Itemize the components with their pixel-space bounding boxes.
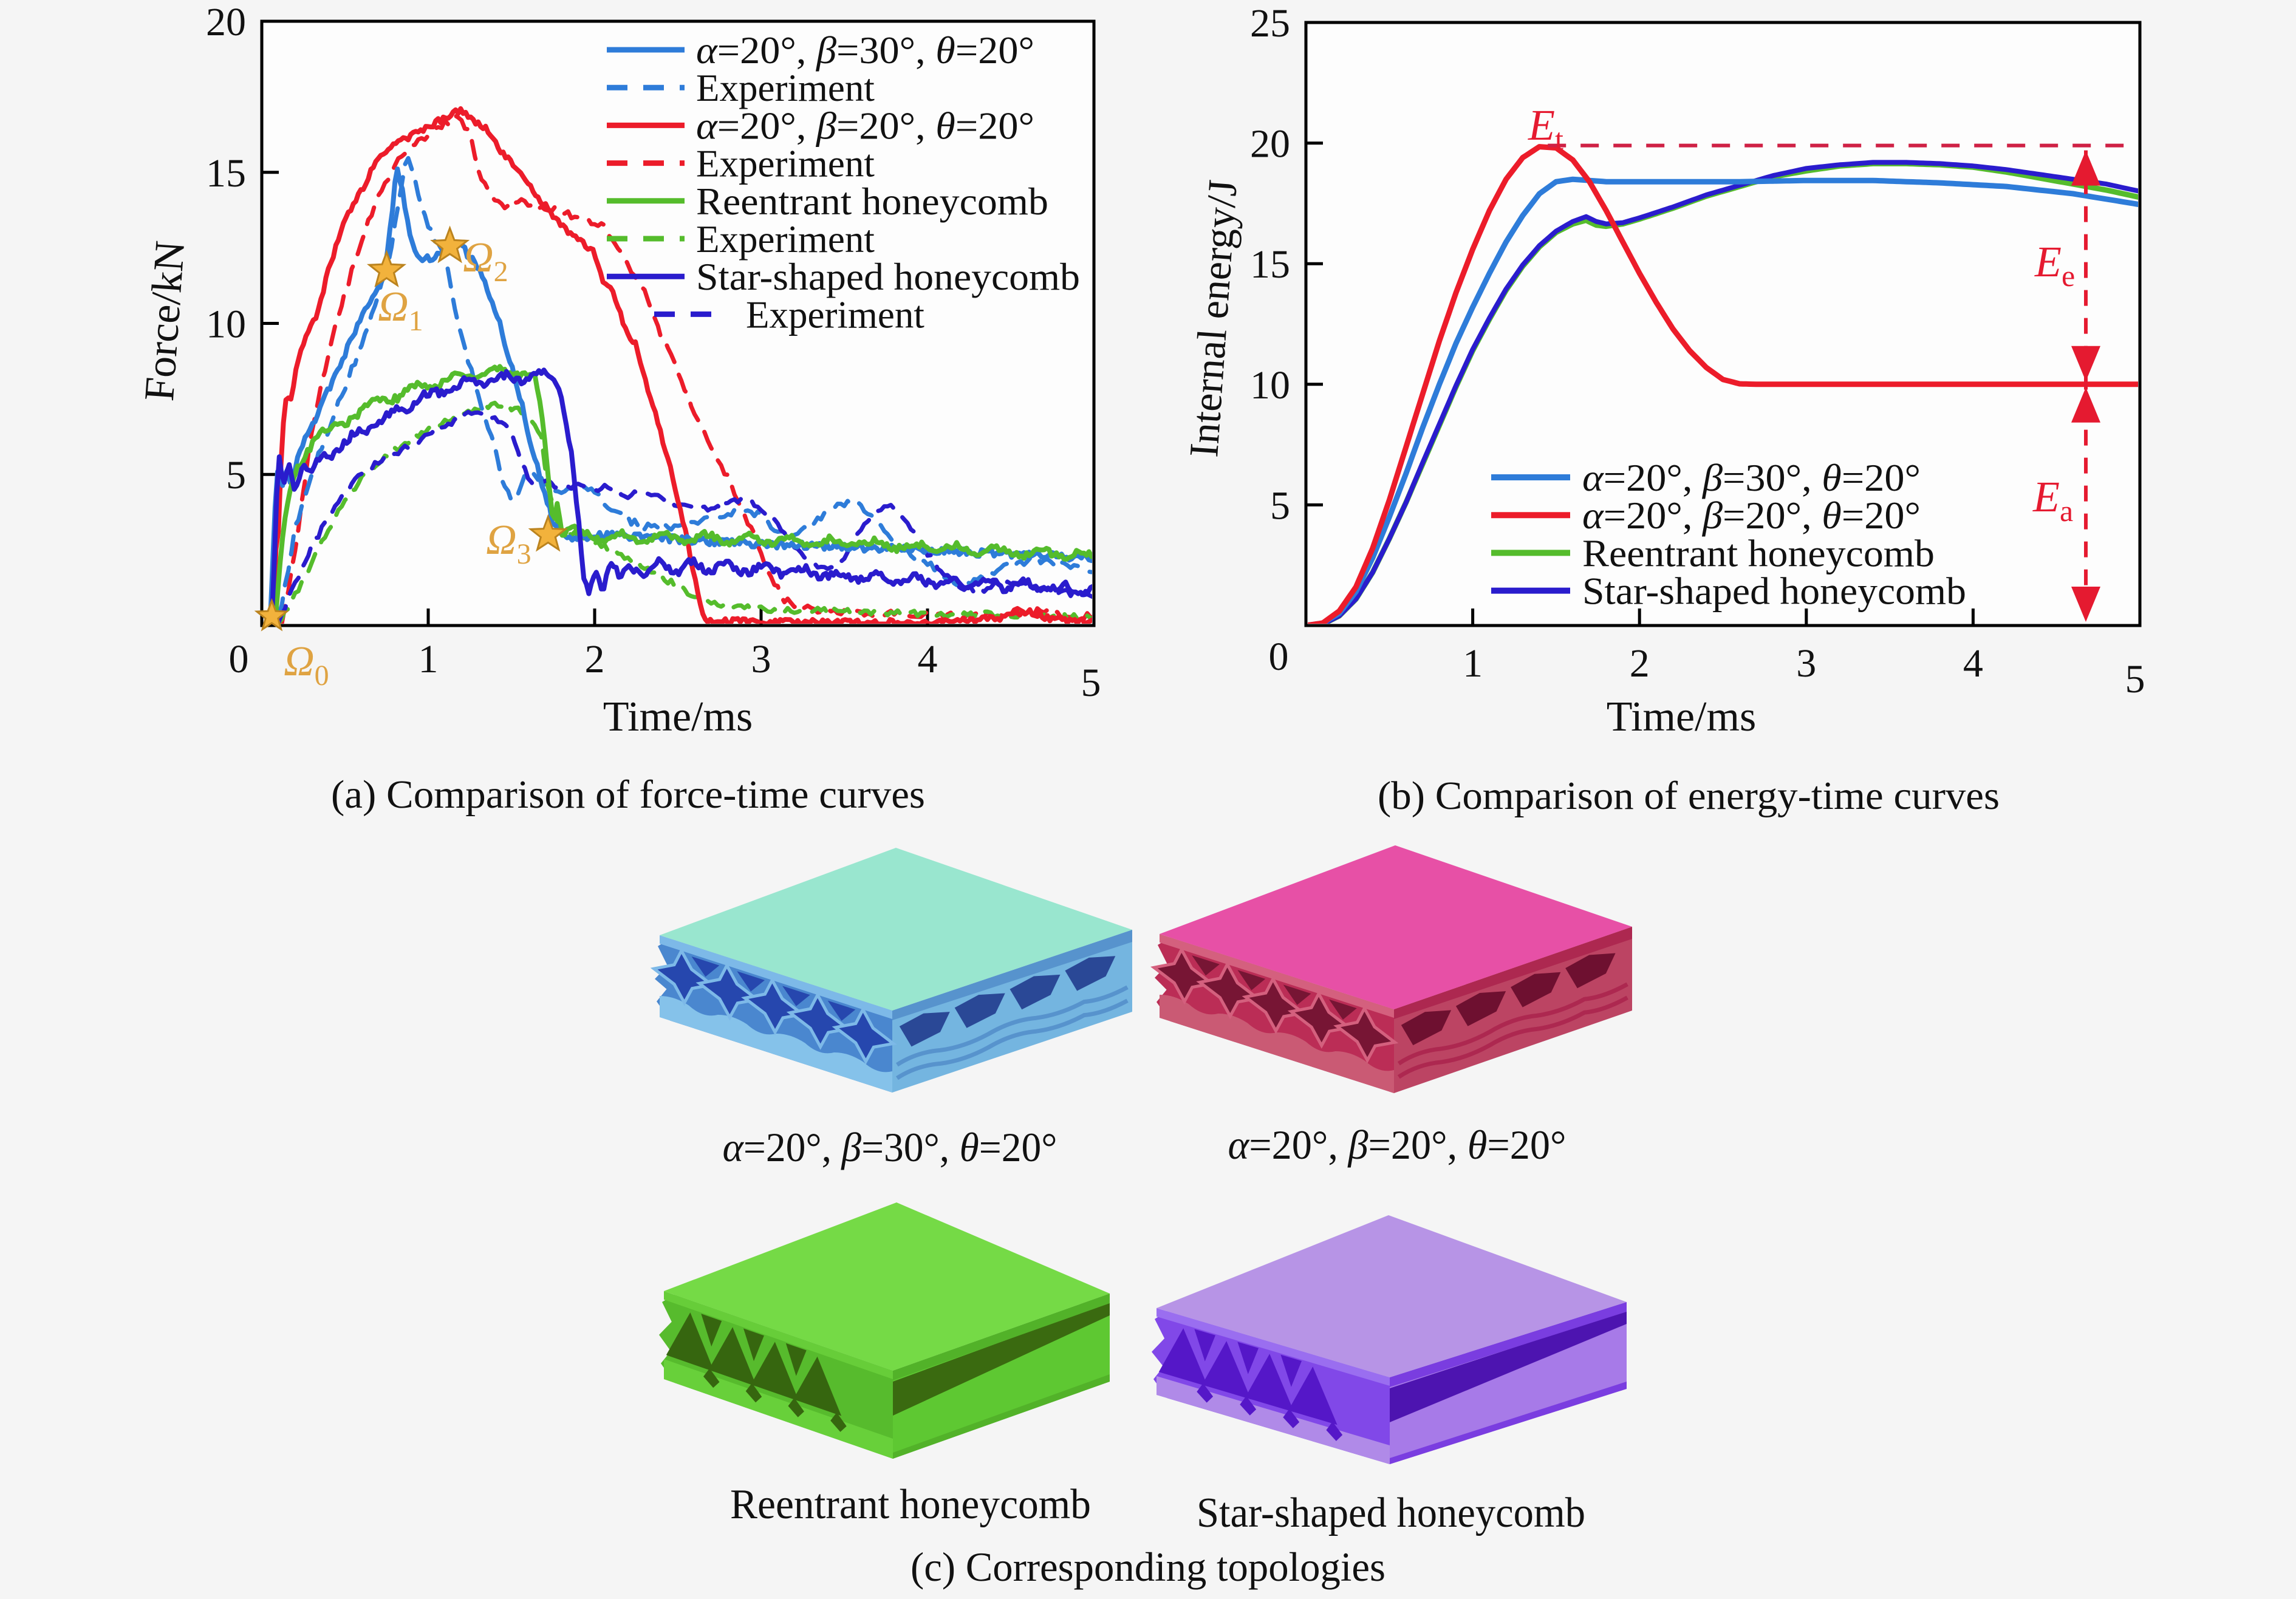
svg-text:Ee: Ee xyxy=(2034,237,2075,293)
svg-text:20: 20 xyxy=(1250,122,1290,166)
svg-text:5: 5 xyxy=(226,453,246,497)
svg-text:15: 15 xyxy=(206,151,246,196)
svg-text:(b) Comparison of energy-time: (b) Comparison of energy-time curves xyxy=(1378,774,2000,818)
svg-text:3: 3 xyxy=(1796,641,1816,686)
svg-text:1: 1 xyxy=(419,637,439,681)
svg-text:Experiment: Experiment xyxy=(696,143,875,185)
svg-text:Reentrant honeycomb: Reentrant honeycomb xyxy=(696,180,1048,223)
svg-text:Experiment: Experiment xyxy=(696,218,875,261)
svg-text:0: 0 xyxy=(229,637,249,681)
svg-text:25: 25 xyxy=(1250,1,1290,46)
svg-text:Force/kN: Force/kN xyxy=(136,239,194,403)
svg-text:α=20°, β=20°, θ=20°: α=20°, β=20°, θ=20° xyxy=(696,104,1034,147)
svg-text:Reentrant honeycomb: Reentrant honeycomb xyxy=(1582,532,1935,574)
svg-text:α=20°, β=30°, θ=20°: α=20°, β=30°, θ=20° xyxy=(723,1124,1057,1170)
svg-text:0: 0 xyxy=(1269,635,1289,679)
svg-text:5: 5 xyxy=(2125,657,2145,701)
svg-text:Experiment: Experiment xyxy=(696,67,875,109)
svg-text:2: 2 xyxy=(585,637,605,681)
svg-text:Experiment: Experiment xyxy=(746,293,924,336)
svg-text:4: 4 xyxy=(1963,641,1983,686)
svg-text:α=20°, β=30°, θ=20°: α=20°, β=30°, θ=20° xyxy=(696,29,1034,72)
svg-text:Star-shaped honeycomb: Star-shaped honeycomb xyxy=(1197,1490,1585,1536)
svg-text:20: 20 xyxy=(206,0,246,44)
svg-text:(c) Corresponding topologies: (c) Corresponding topologies xyxy=(911,1544,1385,1590)
svg-text:1: 1 xyxy=(1463,641,1483,686)
svg-text:α=20°, β=20°, θ=20°: α=20°, β=20°, θ=20° xyxy=(1228,1122,1567,1168)
svg-text:Reentrant honeycomb: Reentrant honeycomb xyxy=(730,1481,1091,1528)
svg-text:Time/ms: Time/ms xyxy=(603,694,753,740)
svg-text:10: 10 xyxy=(1250,363,1290,407)
svg-text:α=20°, β=20°, θ=20°: α=20°, β=20°, θ=20° xyxy=(1582,494,1921,537)
svg-text:Time/ms: Time/ms xyxy=(1607,694,1756,740)
svg-text:4: 4 xyxy=(918,637,938,681)
svg-text:Star-shaped honeycomb: Star-shaped honeycomb xyxy=(1582,570,1966,613)
svg-text:3: 3 xyxy=(751,637,771,681)
svg-text:15: 15 xyxy=(1250,242,1290,287)
svg-text:2: 2 xyxy=(1630,641,1650,686)
svg-text:(a) Comparison of force-time c: (a) Comparison of force-time curves xyxy=(331,772,925,817)
svg-text:10: 10 xyxy=(206,302,246,347)
svg-text:Star-shaped honeycomb: Star-shaped honeycomb xyxy=(696,256,1080,298)
svg-text:α=20°, β=30°, θ=20°: α=20°, β=30°, θ=20° xyxy=(1582,457,1921,499)
svg-text:5: 5 xyxy=(1081,661,1101,705)
svg-text:5: 5 xyxy=(1270,483,1290,528)
